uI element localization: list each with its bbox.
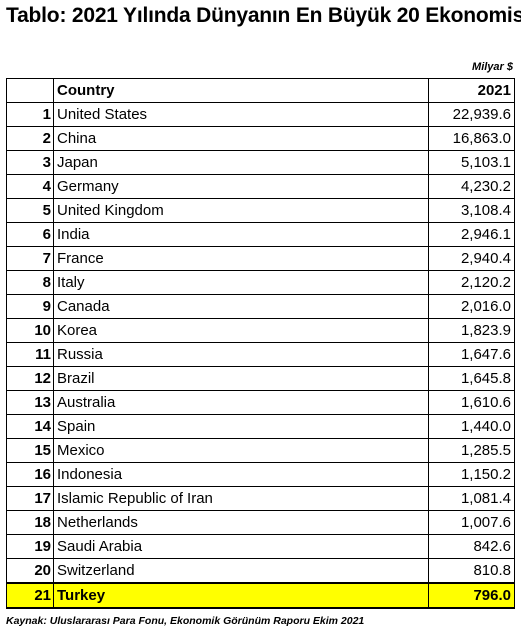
country-cell: China (53, 126, 429, 151)
rank-cell: 7 (6, 246, 54, 271)
value-cell: 1,007.6 (428, 510, 515, 535)
table-row: 5 United Kingdom 3,108.4 (6, 198, 515, 223)
value-cell: 1,647.6 (428, 342, 515, 367)
value-cell: 1,081.4 (428, 486, 515, 511)
source-note: Kaynak: Uluslararası Para Fonu, Ekonomik… (6, 615, 365, 627)
table-row: 19 Saudi Arabia 842.6 (6, 534, 515, 559)
country-cell: India (53, 222, 429, 247)
rank-cell: 14 (6, 414, 54, 439)
country-cell: Spain (53, 414, 429, 439)
country-header: Country (53, 78, 429, 103)
country-cell: Mexico (53, 438, 429, 463)
country-cell: United States (53, 102, 429, 127)
rank-header (6, 78, 54, 103)
unit-label: Milyar $ (472, 61, 513, 73)
economies-table: Country 2021 1 United States 22,939.6 2 Chin… (6, 78, 515, 609)
rank-cell: 12 (6, 366, 54, 391)
country-cell: Korea (53, 318, 429, 343)
table-row: 20 Switzerland 810.8 (6, 558, 515, 584)
rank-cell: 19 (6, 534, 54, 559)
country-cell: Islamic Republic of Iran (53, 486, 429, 511)
rank-cell: 10 (6, 318, 54, 343)
table-row: 4 Germany 4,230.2 (6, 174, 515, 199)
rank-cell: 18 (6, 510, 54, 535)
value-cell: 22,939.6 (428, 102, 515, 127)
table-row: 1 United States 22,939.6 (6, 102, 515, 127)
rank-cell: 11 (6, 342, 54, 367)
rank-cell: 5 (6, 198, 54, 223)
table-row: 11 Russia 1,647.6 (6, 342, 515, 367)
table-row: 14 Spain 1,440.0 (6, 414, 515, 439)
rank-cell: 21 (6, 582, 54, 609)
country-cell: Japan (53, 150, 429, 175)
table-row: 15 Mexico 1,285.5 (6, 438, 515, 463)
rank-cell: 8 (6, 270, 54, 295)
value-cell: 1,610.6 (428, 390, 515, 415)
value-cell: 5,103.1 (428, 150, 515, 175)
rank-cell: 9 (6, 294, 54, 319)
rank-cell: 16 (6, 462, 54, 487)
year-header: 2021 (428, 78, 515, 103)
country-cell: United Kingdom (53, 198, 429, 223)
table-row: 13 Australia 1,610.6 (6, 390, 515, 415)
value-cell: 2,940.4 (428, 246, 515, 271)
country-cell: Italy (53, 270, 429, 295)
country-cell: France (53, 246, 429, 271)
rank-cell: 13 (6, 390, 54, 415)
value-cell: 2,120.2 (428, 270, 515, 295)
table-row: 9 Canada 2,016.0 (6, 294, 515, 319)
rank-cell: 20 (6, 558, 54, 584)
rank-cell: 15 (6, 438, 54, 463)
value-cell: 2,016.0 (428, 294, 515, 319)
value-cell: 1,823.9 (428, 318, 515, 343)
value-cell: 1,150.2 (428, 462, 515, 487)
table-row: 12 Brazil 1,645.8 (6, 366, 515, 391)
rank-cell: 17 (6, 486, 54, 511)
value-cell: 1,440.0 (428, 414, 515, 439)
value-cell: 2,946.1 (428, 222, 515, 247)
table-header-row: Country 2021 (6, 78, 515, 103)
country-cell: Australia (53, 390, 429, 415)
rank-cell: 4 (6, 174, 54, 199)
country-cell: Brazil (53, 366, 429, 391)
value-cell: 4,230.2 (428, 174, 515, 199)
country-cell: Russia (53, 342, 429, 367)
table-row: 7 France 2,940.4 (6, 246, 515, 271)
value-cell: 1,285.5 (428, 438, 515, 463)
country-cell: Indonesia (53, 462, 429, 487)
rank-cell: 3 (6, 150, 54, 175)
table-row: 10 Korea 1,823.9 (6, 318, 515, 343)
page-title: Tablo: 2021 Yılında Dünyanın En Büyük 20… (6, 4, 521, 27)
country-cell: Switzerland (53, 558, 429, 584)
value-cell: 1,645.8 (428, 366, 515, 391)
value-cell: 796.0 (428, 582, 515, 609)
table-row: 16 Indonesia 1,150.2 (6, 462, 515, 487)
table-row: 8 Italy 2,120.2 (6, 270, 515, 295)
rank-cell: 2 (6, 126, 54, 151)
value-cell: 842.6 (428, 534, 515, 559)
country-cell: Germany (53, 174, 429, 199)
table-row: 6 India 2,946.1 (6, 222, 515, 247)
table-row: 21 Turkey 796.0 (6, 582, 515, 609)
value-cell: 16,863.0 (428, 126, 515, 151)
table-row: 18 Netherlands 1,007.6 (6, 510, 515, 535)
table-row: 3 Japan 5,103.1 (6, 150, 515, 175)
country-cell: Netherlands (53, 510, 429, 535)
value-cell: 810.8 (428, 558, 515, 584)
value-cell: 3,108.4 (428, 198, 515, 223)
country-cell: Canada (53, 294, 429, 319)
country-cell: Turkey (53, 582, 429, 609)
rank-cell: 6 (6, 222, 54, 247)
table-body: 1 United States 22,939.6 2 China 16,863.0 3 Jap… (6, 102, 515, 609)
table-row: 17 Islamic Republic of Iran 1,081.4 (6, 486, 515, 511)
rank-cell: 1 (6, 102, 54, 127)
country-cell: Saudi Arabia (53, 534, 429, 559)
table-row: 2 China 16,863.0 (6, 126, 515, 151)
